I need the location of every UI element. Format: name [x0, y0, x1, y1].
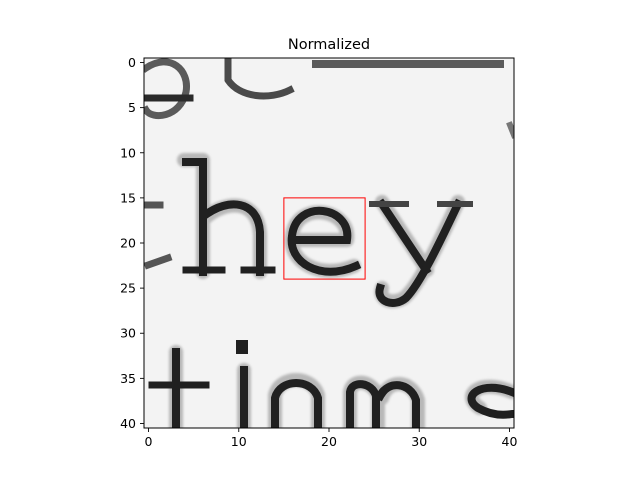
y-tick-label: 10 — [120, 145, 136, 160]
y-tick-label: 40 — [120, 416, 136, 431]
chart-title: Normalized — [288, 37, 370, 53]
highlight-box — [283, 197, 366, 280]
y-tick-label: 25 — [120, 281, 136, 296]
y-tick-label: 5 — [128, 100, 136, 115]
x-tick-label: 30 — [411, 434, 427, 449]
y-tick-label: 30 — [120, 326, 136, 341]
glyph-strokes — [144, 58, 514, 428]
x-tick-label: 10 — [231, 434, 247, 449]
x-tick-label: 40 — [502, 434, 518, 449]
x-tick-label: 20 — [321, 434, 337, 449]
y-tick-label: 35 — [120, 371, 136, 386]
y-tick-label: 20 — [120, 236, 136, 251]
x-axis: 0 10 20 30 40 — [145, 428, 518, 449]
y-axis: 0 5 10 15 20 25 30 35 40 — [120, 55, 144, 431]
heatmap-image — [144, 58, 514, 428]
y-tick-label: 15 — [120, 190, 136, 205]
x-tick-label: 0 — [145, 434, 153, 449]
y-tick-label: 0 — [128, 55, 136, 70]
